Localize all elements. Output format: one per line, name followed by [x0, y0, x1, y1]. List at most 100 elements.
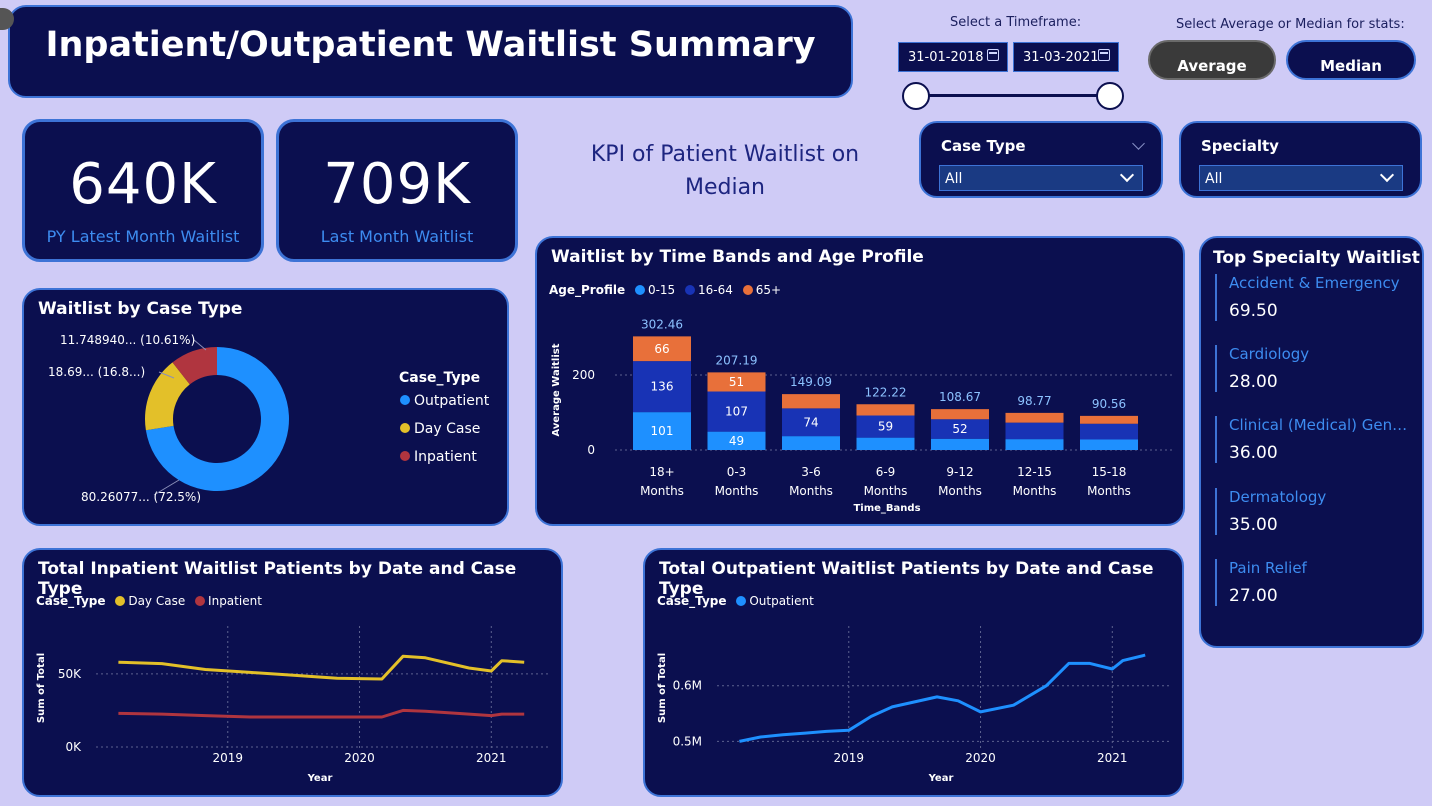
specialty-item[interactable]: Cardiology 28.00 — [1215, 345, 1415, 392]
time-bands-bar-chart: 0 200 Average Waitlist 101 136 66 302.46 18+ Mon… — [551, 317, 1172, 514]
specialty-value: 28.00 — [1229, 372, 1278, 392]
specialty-item[interactable]: Accident & Emergency 69.50 — [1215, 274, 1415, 321]
case-type-selected: All — [945, 171, 963, 187]
specialty-name: Cardiology — [1229, 345, 1310, 363]
legend-dot — [742, 285, 753, 295]
bar-segment — [633, 336, 691, 362]
legend-item[interactable]: Outpatient — [749, 594, 814, 608]
bar-segment — [856, 415, 915, 438]
median-button[interactable]: Median — [1286, 40, 1416, 80]
total-label: 122.22 — [865, 385, 907, 399]
specialty-dropdown[interactable]: All — [1199, 165, 1403, 191]
data-label: 101 — [651, 424, 674, 438]
legend-item[interactable]: Day Case — [128, 594, 186, 608]
x-axis-label: Time_Bands — [853, 503, 920, 514]
chart-title: Waitlist by Case Type — [38, 299, 243, 319]
bar-segment — [633, 361, 691, 413]
x-tick-label: Months — [938, 484, 982, 498]
bar-segment — [931, 409, 989, 420]
data-label: 66 — [654, 342, 669, 356]
specialty-item[interactable]: Dermatology 35.00 — [1215, 488, 1415, 535]
x-tick-label: 15-18 — [1092, 465, 1127, 479]
legend-item[interactable]: 65+ — [755, 283, 782, 297]
specialty-name: Pain Relief — [1229, 559, 1307, 577]
legend-item[interactable]: 0-15 — [647, 283, 676, 297]
chevron-down-icon — [1379, 167, 1395, 183]
data-label: 74 — [803, 415, 818, 429]
end-date-input[interactable]: 31-03-2021 — [1013, 42, 1119, 72]
case-type-dropdown[interactable]: All — [939, 165, 1143, 191]
bar-segment — [856, 437, 915, 450]
specialty-name: Dermatology — [1229, 488, 1327, 506]
calendar-icon[interactable] — [987, 49, 999, 61]
x-tick-label: Months — [1013, 484, 1057, 498]
bar-segment — [633, 412, 691, 450]
kpi-value: 709K — [323, 152, 471, 217]
total-label: 207.19 — [716, 353, 758, 367]
average-button[interactable]: Average — [1148, 40, 1276, 80]
y-tick-label: 0 — [587, 443, 595, 457]
bar-segment — [931, 419, 989, 439]
bar-segment — [1080, 423, 1138, 440]
x-tick-label: Months — [864, 484, 908, 498]
legend-title: Age_Profile — [549, 283, 626, 297]
chart-title: Waitlist by Time Bands and Age Profile — [551, 247, 924, 267]
legend-dot — [400, 395, 410, 405]
x-tick-label: Months — [640, 484, 684, 498]
outpatient-line-card: Total Outpatient Waitlist Patients by Da… — [643, 548, 1184, 797]
chart-legend: Case_Type Outpatient — [657, 594, 814, 608]
total-label: 90.56 — [1092, 397, 1126, 411]
top-specialty-card: Top Specialty Waitlist Accident & Emerge… — [1199, 236, 1424, 648]
specialty-item[interactable]: Clinical (Medical) Geneti... 36.00 — [1215, 416, 1415, 463]
case-type-slicer: Case Type All — [919, 121, 1163, 198]
data-label: 52 — [952, 422, 967, 436]
legend-item: Outpatient — [414, 393, 490, 409]
x-tick-label: 2019 — [833, 751, 864, 765]
specialty-item[interactable]: Pain Relief 27.00 — [1215, 559, 1415, 606]
y-tick-label: 0K — [65, 740, 82, 754]
timeframe-slider-track[interactable] — [916, 94, 1110, 97]
kpi-card-last-month: 709K Last Month Waitlist — [276, 119, 518, 262]
timeframe-slider-end-handle[interactable] — [1096, 82, 1124, 110]
total-label: 149.09 — [790, 375, 832, 389]
bar-segment — [931, 438, 989, 450]
stat-toggle-label: Select Average or Median for stats: — [1176, 17, 1405, 32]
case-type-donut-chart: 80.26077... (72.5%) 18.69... (16.8...) 11.… — [48, 333, 490, 504]
calendar-icon[interactable] — [1098, 49, 1110, 61]
x-tick-label: Months — [789, 484, 833, 498]
data-label: 136 — [651, 380, 674, 394]
data-label: 80.26077... (72.5%) — [81, 490, 201, 504]
specialty-value: 36.00 — [1229, 443, 1278, 463]
data-label-leader — [158, 371, 175, 379]
legend-item[interactable]: Inpatient — [208, 594, 262, 608]
chart-legend: Age_Profile 0-15 16-64 65+ — [549, 283, 781, 297]
bar-segment — [1005, 412, 1064, 423]
total-label: 98.77 — [1017, 394, 1051, 408]
legend-dot — [400, 451, 410, 461]
page-title: Inpatient/Outpatient Waitlist Summary — [45, 25, 816, 65]
legend-dot — [634, 285, 645, 295]
legend-dot — [195, 596, 206, 606]
bar-segment — [1005, 439, 1064, 450]
x-tick-label: 2020 — [965, 751, 996, 765]
bar-segment — [1080, 439, 1138, 450]
timeframe-label: Select a Timeframe: — [950, 15, 1082, 30]
end-date-value: 31-03-2021 — [1023, 50, 1099, 65]
timeframe-slider-start-handle[interactable] — [902, 82, 930, 110]
inpatient-line-card: Total Inpatient Waitlist Patients by Dat… — [22, 548, 563, 797]
x-tick-label: Months — [1087, 484, 1131, 498]
top-specialty-title: Top Specialty Waitlist — [1213, 248, 1420, 268]
legend-dot — [400, 423, 410, 433]
x-tick-label: 18+ — [649, 465, 674, 479]
legend-item[interactable]: 16-64 — [698, 283, 733, 297]
specialty-slicer-label: Specialty — [1201, 137, 1279, 155]
legend-dot — [115, 596, 126, 606]
x-axis-label: Year — [307, 773, 333, 784]
y-tick-label: 50K — [58, 667, 82, 681]
y-tick-label: 0.5M — [673, 734, 702, 748]
chevron-down-icon[interactable] — [1132, 137, 1145, 150]
x-tick-label: 6-9 — [876, 465, 896, 479]
specialty-slicer: Specialty All — [1179, 121, 1422, 198]
start-date-input[interactable]: 31-01-2018 — [898, 42, 1008, 72]
y-axis-label: Sum of Total — [36, 653, 47, 723]
